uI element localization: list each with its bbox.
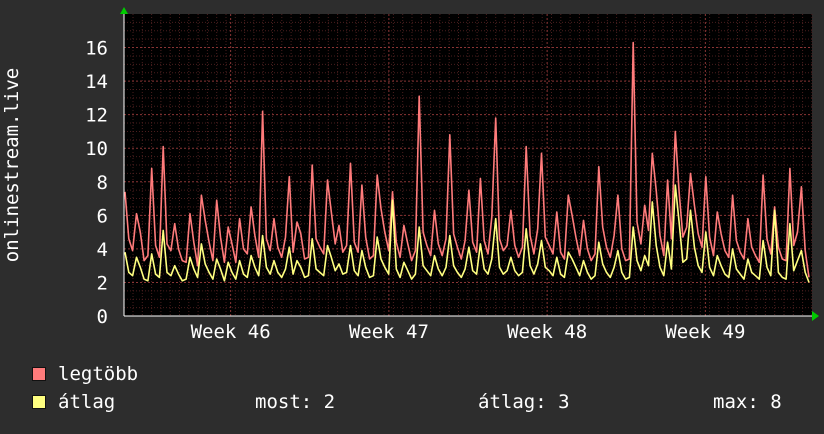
y-axis-arrow-icon [120,7,128,14]
y-tick-label: 2 [97,272,108,294]
y-tick-label: 0 [97,306,108,328]
y-tick-label: 12 [85,105,108,127]
y-tick-label: 8 [97,172,108,194]
axes [120,7,819,321]
y-tick-label: 6 [97,205,108,227]
x-tick-label: Week 47 [349,321,429,343]
y-tick-label: 16 [85,38,108,60]
y-axis-label: onlinestream.live [1,68,23,262]
x-tick-label: Week 46 [191,321,271,343]
x-tick-label: Week 48 [507,321,587,343]
series-lines [124,41,810,283]
y-tick-label: 4 [97,239,108,261]
tick-labels: 0 2 4 6 8 10 12 14 16 Week 46 Week 47 Week 48 Week 4… [85,38,745,343]
x-tick-label: Week 49 [665,321,745,343]
series-line-atlag [124,184,810,283]
y-tick-label: 10 [85,138,108,160]
y-tick-label: 14 [85,71,108,93]
x-axis-arrow-icon [812,311,819,321]
grid [124,14,813,316]
series-line-legtobb [124,41,810,278]
